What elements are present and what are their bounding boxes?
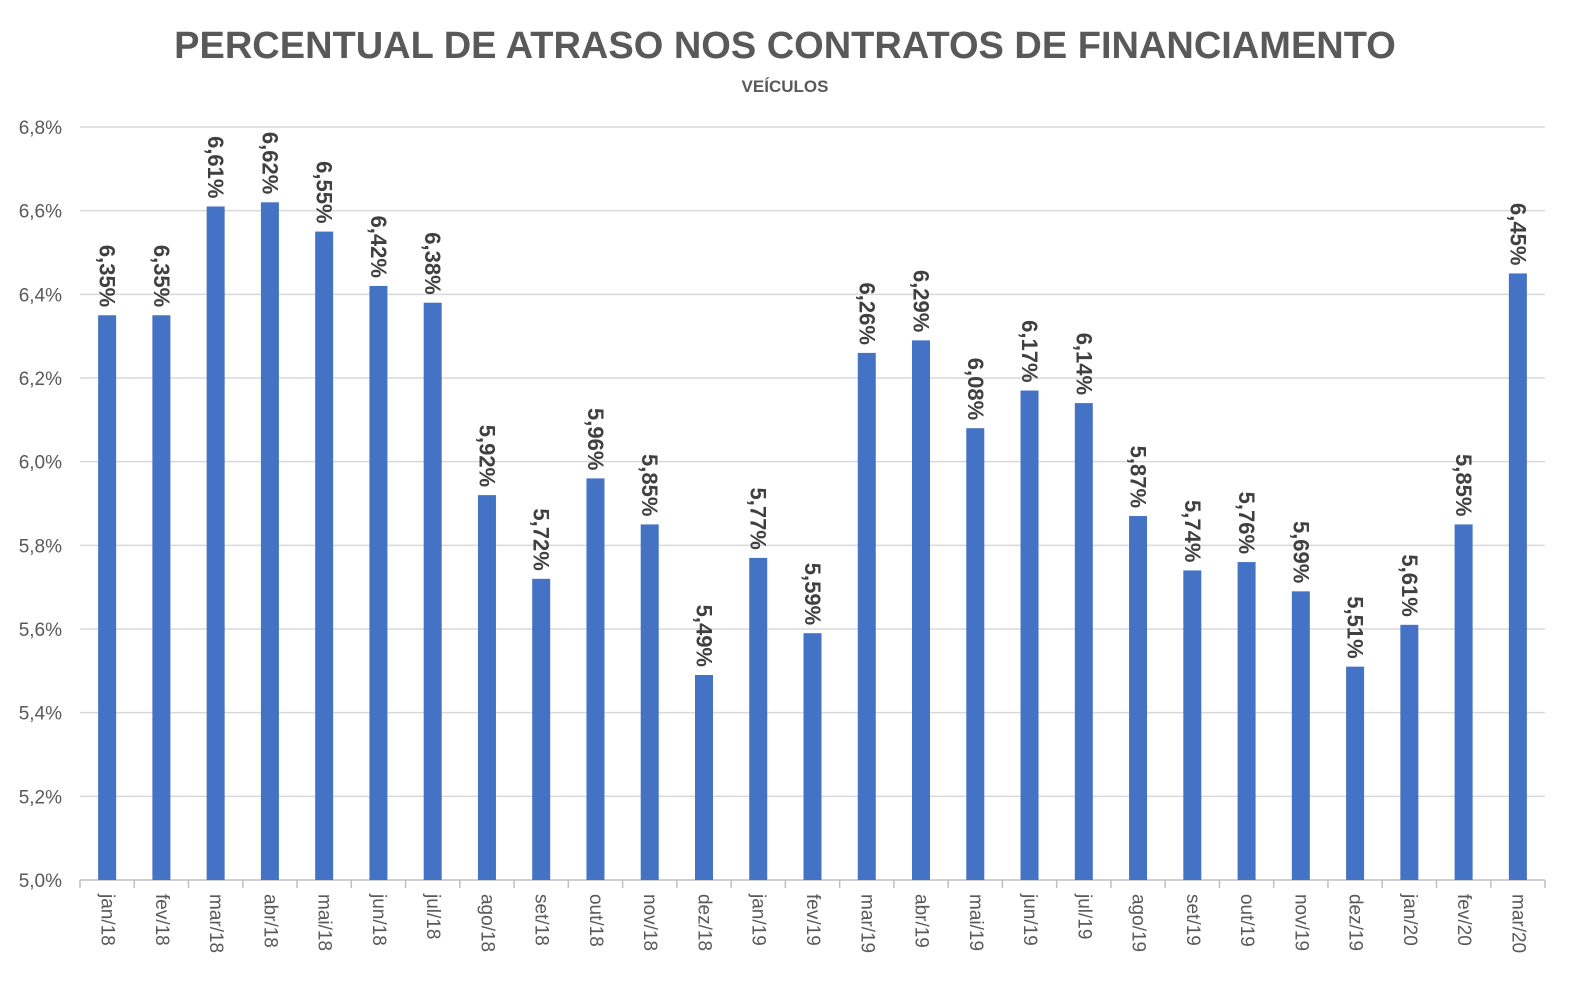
bar	[1129, 516, 1148, 880]
y-tick-label: 6,8%	[19, 118, 62, 139]
x-tick-label: mar/20	[1507, 894, 1528, 953]
y-tick-label: 6,6%	[19, 202, 62, 223]
y-tick-label: 6,2%	[19, 369, 62, 390]
bar	[640, 524, 659, 880]
x-tick-label: mar/19	[856, 894, 877, 953]
x-tick-label: out/19	[1236, 894, 1257, 947]
data-label: 5,59%	[800, 563, 825, 625]
data-label: 6,38%	[420, 232, 445, 294]
data-label: 6,26%	[854, 283, 879, 345]
y-tick-label: 5,4%	[19, 704, 62, 725]
x-tick-label: mai/19	[965, 894, 986, 951]
x-tick-label: nov/18	[639, 894, 660, 951]
bars	[98, 202, 1527, 881]
bar	[423, 302, 442, 880]
y-tick-label: 5,0%	[19, 871, 62, 892]
data-label: 5,74%	[1180, 500, 1205, 562]
bar	[369, 285, 388, 880]
x-tick-label: jan/18	[97, 893, 118, 946]
bar	[803, 633, 822, 880]
data-label: 6,29%	[909, 270, 934, 332]
x-tick-label: fev/19	[802, 894, 823, 946]
x-tick-label: abr/19	[911, 894, 932, 948]
x-tick-label: dez/19	[1345, 894, 1366, 951]
data-label: 5,87%	[1126, 446, 1151, 508]
bar	[749, 557, 768, 880]
y-axis: 5,0% 5,2% 5,4% 5,6% 5,8% 6,0% 6,2% 6,4% 6,6% 6,8%	[19, 118, 62, 892]
data-label: 6,17%	[1017, 320, 1042, 382]
x-tick-label: fev/20	[1453, 894, 1474, 946]
data-labels: 6,35% 6,35% 6,61% 6,62% 6,55% 6,42% 6,38% 5,92%…	[95, 132, 1531, 667]
y-tick-label: 6,0%	[19, 453, 62, 474]
data-label: 6,61%	[203, 136, 228, 198]
data-label: 5,61%	[1397, 554, 1422, 616]
x-tick-label: fev/18	[151, 894, 172, 946]
bar	[1020, 390, 1039, 880]
data-label: 6,62%	[257, 132, 282, 194]
bar	[532, 578, 551, 880]
x-tick-label: ago/19	[1128, 894, 1149, 952]
bar	[1291, 591, 1310, 880]
bar	[912, 340, 931, 881]
chart-title: PERCENTUAL DE ATRASO NOS CONTRATOS DE FI…	[174, 25, 1396, 67]
data-label: 5,69%	[1288, 521, 1313, 583]
x-tick-label: ago/18	[476, 894, 497, 952]
x-tick-label: jan/20	[1399, 893, 1420, 946]
bar	[315, 231, 334, 881]
x-tick-label: set/19	[1182, 894, 1203, 946]
data-label: 5,77%	[746, 487, 771, 549]
data-label: 6,42%	[366, 216, 391, 278]
x-tick-label: jul/18	[422, 893, 443, 939]
x-tick-label: jun/18	[368, 893, 389, 946]
chart-subtitle: VEÍCULOS	[742, 77, 829, 96]
data-label: 6,35%	[95, 245, 120, 307]
x-tick-label: set/18	[531, 894, 552, 946]
bar	[1183, 570, 1202, 880]
data-label: 6,14%	[1071, 333, 1096, 395]
data-label: 5,92%	[474, 425, 499, 487]
bar	[966, 428, 985, 880]
bar	[1074, 403, 1093, 880]
bar	[586, 478, 605, 880]
bar	[206, 206, 225, 880]
y-tick-label: 6,4%	[19, 285, 62, 306]
bar	[152, 315, 171, 880]
x-tick-label: out/18	[585, 894, 606, 947]
data-label: 6,55%	[312, 161, 337, 223]
x-tick-label: mar/18	[205, 894, 226, 953]
x-tick-label: jul/19	[1073, 893, 1094, 939]
data-label: 6,35%	[149, 245, 174, 307]
x-tick-label: nov/19	[1290, 894, 1311, 951]
bar	[694, 675, 713, 880]
data-label: 6,45%	[1505, 203, 1530, 265]
x-tick-label: dez/18	[693, 894, 714, 951]
bar	[477, 495, 496, 880]
x-tick-label: abr/18	[259, 894, 280, 948]
x-tick-label: jun/19	[1019, 893, 1040, 946]
x-tick-label: mai/18	[314, 894, 335, 951]
data-label: 5,51%	[1343, 596, 1368, 658]
bar	[1454, 524, 1473, 880]
bar	[1237, 562, 1256, 880]
data-label: 5,85%	[637, 454, 662, 516]
bar	[857, 352, 876, 880]
data-label: 5,49%	[691, 605, 716, 667]
y-tick-label: 5,6%	[19, 620, 62, 641]
bar	[1346, 666, 1365, 880]
data-label: 5,76%	[1234, 492, 1259, 554]
x-tick-label: jan/19	[748, 893, 769, 946]
bar	[1508, 273, 1527, 881]
data-label: 6,08%	[963, 358, 988, 420]
bar	[260, 202, 279, 881]
bar	[98, 315, 117, 880]
y-tick-label: 5,8%	[19, 536, 62, 557]
data-label: 5,96%	[583, 408, 608, 470]
data-label: 5,85%	[1451, 454, 1476, 516]
y-tick-label: 5,2%	[19, 787, 62, 808]
data-label: 5,72%	[529, 508, 554, 570]
x-axis: jan/18 fev/18 mar/18 abr/18 mai/18 jun/18 jul/…	[79, 880, 1546, 953]
bar	[1400, 624, 1419, 880]
